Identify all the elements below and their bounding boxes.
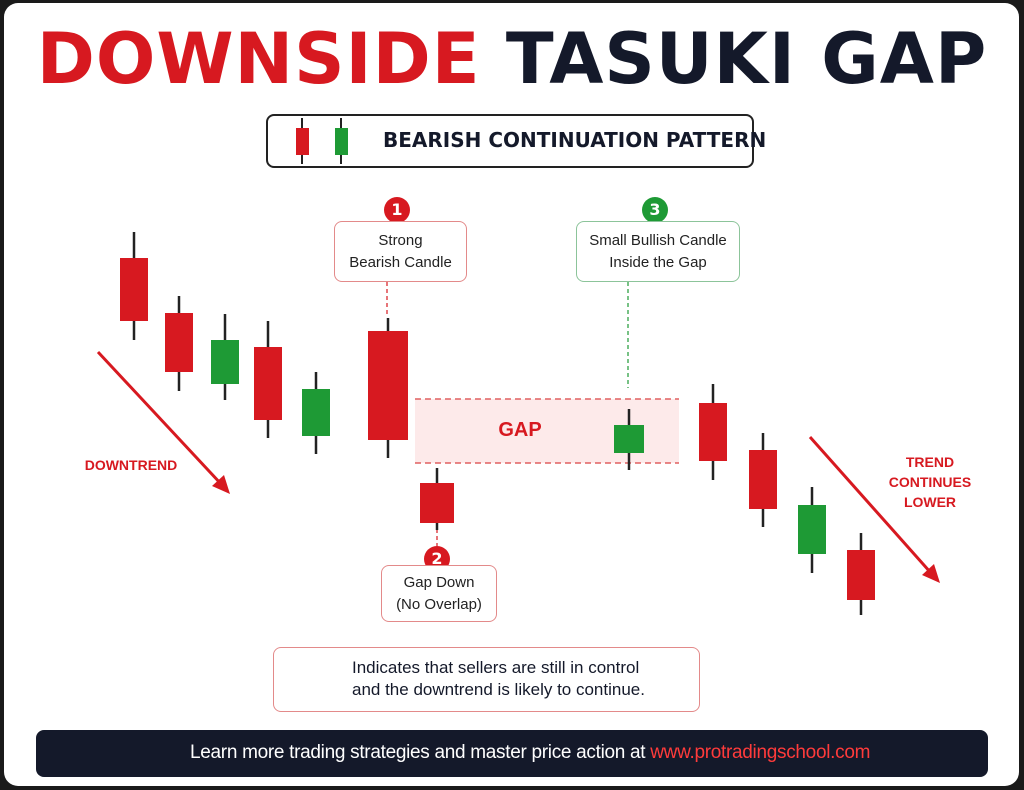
callout-3-badge: 3 <box>642 197 668 223</box>
title-part-1: DOWNSIDE <box>36 18 481 100</box>
candle-2 <box>165 296 193 391</box>
callout-1-line-1: Strong <box>378 232 423 249</box>
candle-8 <box>798 487 826 573</box>
candle-6 <box>699 384 727 480</box>
trend-continues-label: TREND CONTINUES LOWER <box>880 452 980 512</box>
candle-7 <box>749 433 777 527</box>
legend-bearish-candle-icon <box>296 118 309 164</box>
callout-1-line-2: Bearish Candle <box>349 254 452 271</box>
footer-banner <box>36 730 988 777</box>
candle-5 <box>302 372 330 454</box>
candle-gap-down <box>420 468 454 530</box>
info-line-2: and the downtrend is likely to continue. <box>352 680 645 699</box>
callout-3-line-1: Small Bullish Candle <box>589 232 727 249</box>
callout-strong-bearish: Strong Bearish Candle <box>334 221 467 282</box>
trend-continues-line-3: LOWER <box>903 494 957 510</box>
candle-strong-bearish <box>368 318 408 458</box>
trend-continues-arrow <box>808 436 940 583</box>
subtitle-box <box>266 114 754 168</box>
callout-1-badge: 1 <box>384 197 410 223</box>
info-box <box>273 647 700 712</box>
footer-message: Learn more trading strategies and master… <box>190 742 651 763</box>
callout-2-line-2: (No Overlap) <box>396 596 482 613</box>
callout-3-line-2: Inside the Gap <box>609 254 707 271</box>
info-line-1: Indicates that sellers are still in cont… <box>352 658 640 677</box>
gap-label: GAP <box>498 419 542 441</box>
trend-continues-line-2: CONTINUES <box>888 474 972 490</box>
page-title: DOWNSIDE TASUKI GAP <box>0 14 1024 104</box>
footer-text: Learn more trading strategies and master… <box>190 742 870 764</box>
candle-small-bullish <box>614 409 644 470</box>
candle-4 <box>254 321 282 438</box>
title-part-2: TASUKI GAP <box>505 18 988 100</box>
downtrend-label: DOWNTREND <box>84 457 178 473</box>
callout-gap-down: Gap Down (No Overlap) <box>381 565 497 622</box>
info-text: Indicates that sellers are still in cont… <box>352 657 692 701</box>
subtitle: BEARISH CONTINUATION PATTERN <box>383 128 767 152</box>
candle-1 <box>120 232 148 340</box>
candle-3 <box>211 314 239 400</box>
legend-bullish-candle-icon <box>335 118 348 164</box>
footer-link[interactable]: www.protradingschool.com <box>650 742 871 763</box>
callout-small-bullish: Small Bullish Candle Inside the Gap <box>576 221 740 282</box>
candle-9 <box>847 533 875 615</box>
trend-continues-line-1: TREND <box>905 454 955 470</box>
downtrend-arrow <box>96 350 230 494</box>
callout-2-line-1: Gap Down <box>403 574 475 591</box>
